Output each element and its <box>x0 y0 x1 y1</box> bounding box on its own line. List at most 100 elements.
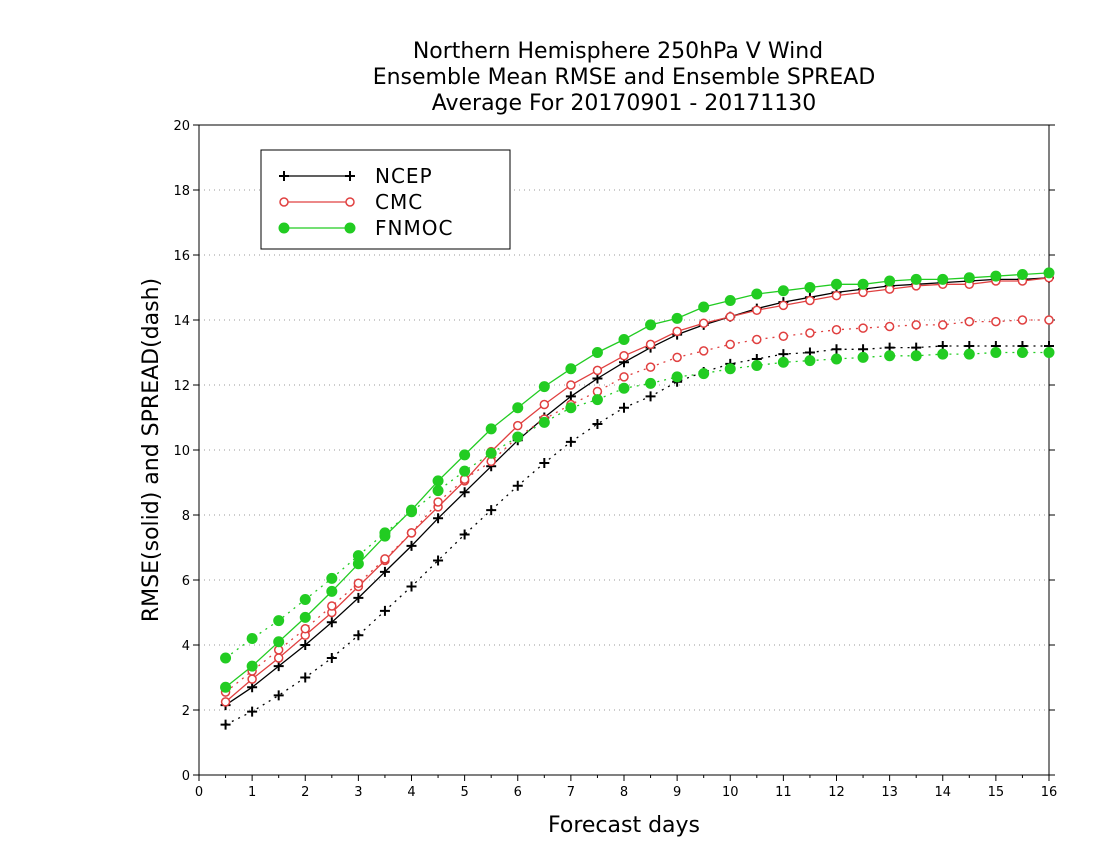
point-fnmoc-rmse <box>1043 267 1055 279</box>
point-fnmoc-spread <box>857 351 869 363</box>
legend-marker-end-cmc <box>345 197 355 207</box>
x-tick-label: 12 <box>828 785 845 800</box>
point-cmc-spread <box>858 323 868 333</box>
point-cmc-spread <box>752 334 762 345</box>
point-cmc-spread <box>300 624 310 634</box>
series-fnmoc-rmse <box>220 267 1055 693</box>
point-cmc-rmse <box>592 365 603 376</box>
x-tick-label: 6 <box>514 785 522 800</box>
point-ncep-rmse <box>406 540 417 551</box>
point-fnmoc-spread <box>645 377 657 389</box>
line-fnmoc-rmse <box>225 272 1050 688</box>
y-tick-label: 16 <box>173 249 190 264</box>
point-cmc-spread <box>1017 315 1028 325</box>
point-fnmoc-spread <box>990 347 1002 358</box>
point-fnmoc-spread <box>273 615 285 627</box>
point-fnmoc-spread <box>299 594 311 605</box>
y-tick-label: 0 <box>182 769 190 784</box>
x-tick-label: 3 <box>354 785 362 800</box>
x-tick-label: 13 <box>881 785 898 800</box>
point-fnmoc-spread <box>246 633 258 644</box>
point-cmc-spread <box>805 328 815 338</box>
point-ncep-spread <box>619 402 629 413</box>
point-fnmoc-rmse <box>1016 269 1028 280</box>
point-fnmoc-rmse <box>618 334 630 345</box>
x-tick-label: 7 <box>567 785 575 800</box>
point-fnmoc-spread <box>1016 347 1028 358</box>
point-fnmoc-rmse <box>857 278 869 290</box>
point-fnmoc-rmse <box>698 301 710 313</box>
legend-box <box>260 149 511 250</box>
point-ncep-rmse <box>592 373 603 384</box>
gridlines <box>199 189 1049 711</box>
point-cmc-spread <box>725 339 735 350</box>
point-cmc-spread <box>672 352 682 363</box>
point-fnmoc-spread <box>698 368 710 380</box>
point-fnmoc-spread <box>485 447 497 459</box>
point-cmc-spread <box>619 372 629 382</box>
point-fnmoc-rmse <box>937 273 949 285</box>
point-fnmoc-spread <box>937 348 949 360</box>
point-cmc-rmse <box>805 295 815 306</box>
point-cmc-spread <box>991 316 1001 327</box>
point-fnmoc-rmse <box>220 681 232 693</box>
point-cmc-rmse <box>513 420 523 431</box>
y-tick-label: 10 <box>173 444 190 459</box>
point-fnmoc-rmse <box>512 402 524 414</box>
legend-item-fnmoc: FNMOC <box>278 216 453 240</box>
point-cmc-spread <box>778 331 789 341</box>
series-ncep-rmse <box>220 272 1054 711</box>
point-cmc-rmse <box>778 300 789 311</box>
x-tick-label: 11 <box>775 785 792 800</box>
point-fnmoc-rmse <box>751 288 763 300</box>
y-axis: 0 2 4 6 8 10 12 14 16 18 20 <box>173 119 1055 784</box>
point-cmc-rmse <box>247 674 257 684</box>
point-fnmoc-spread <box>724 363 736 375</box>
point-fnmoc-rmse <box>884 275 896 287</box>
x-axis: 0 1 2 3 4 5 6 7 8 9 10 11 12 13 14 15 16 <box>195 775 1057 800</box>
point-cmc-rmse <box>698 318 709 328</box>
point-fnmoc-spread <box>591 394 603 406</box>
chart-title-line-2: Ensemble Mean RMSE and Ensemble SPREAD <box>373 65 876 90</box>
y-tick-label: 6 <box>182 574 190 589</box>
legend-label-ncep: NCEP <box>375 164 433 188</box>
point-fnmoc-spread <box>565 402 577 414</box>
point-cmc-rmse <box>539 399 550 410</box>
point-ncep-spread <box>831 344 842 355</box>
point-fnmoc-spread <box>379 527 391 539</box>
chart-title: Northern Hemisphere 250hPa V Wind Ensemb… <box>373 39 876 116</box>
point-cmc-rmse <box>725 312 735 322</box>
point-fnmoc-rmse <box>777 285 789 297</box>
point-cmc-rmse <box>566 380 576 390</box>
point-fnmoc-rmse <box>963 272 975 284</box>
x-tick-label: 14 <box>934 785 951 800</box>
point-ncep-spread <box>353 630 364 641</box>
point-fnmoc-rmse <box>831 278 842 290</box>
point-ncep-rmse <box>300 640 311 650</box>
point-fnmoc-spread <box>432 485 444 497</box>
legend-label-fnmoc: FNMOC <box>375 216 453 240</box>
y-tick-label: 12 <box>173 379 190 394</box>
point-fnmoc-spread <box>777 356 789 368</box>
point-ncep-rmse <box>379 566 390 577</box>
point-cmc-rmse <box>220 697 231 707</box>
point-cmc-spread <box>406 528 417 538</box>
series-ncep-spread <box>220 341 1054 730</box>
point-ncep-spread <box>512 480 523 491</box>
x-tick-label: 9 <box>673 785 681 800</box>
point-fnmoc-rmse <box>326 585 338 597</box>
point-ncep-spread <box>300 672 311 683</box>
x-axis-label: Forecast days <box>548 813 700 838</box>
point-fnmoc-rmse <box>591 347 603 358</box>
line-fnmoc-spread <box>225 351 1049 659</box>
y-tick-label: 8 <box>182 509 190 524</box>
series-fnmoc-spread <box>220 347 1055 664</box>
point-fnmoc-rmse <box>990 270 1002 282</box>
legend-marker-start-ncep <box>279 171 289 181</box>
point-fnmoc-rmse <box>432 475 444 487</box>
x-tick-label: 5 <box>460 785 468 800</box>
point-ncep-spread <box>539 458 550 468</box>
point-fnmoc-spread <box>406 506 417 518</box>
